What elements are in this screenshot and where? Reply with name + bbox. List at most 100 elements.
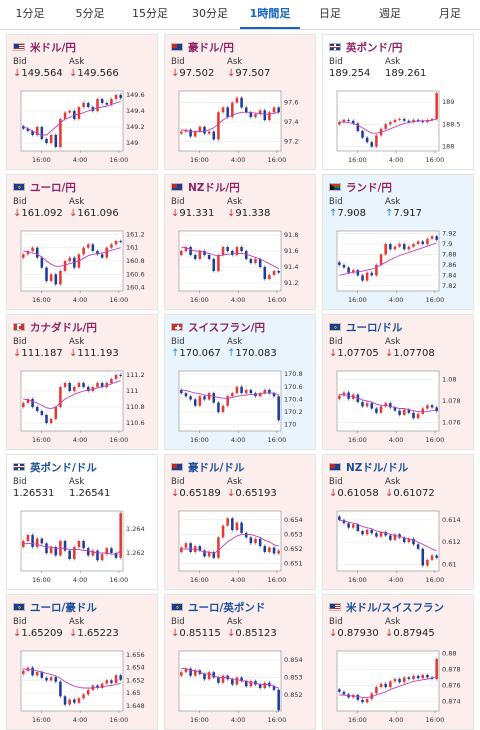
- y-tick-label: 160.8: [126, 257, 145, 265]
- chart-container[interactable]: 97.6 97.4 97.2 16:00 4:00 16:00: [171, 87, 311, 165]
- arrow-down-icon: ↓: [13, 348, 22, 359]
- chart-container[interactable]: 0.614 0.612 0.61 16:00 4:00 16:00: [329, 507, 469, 585]
- candle-body: [40, 672, 44, 678]
- arrow-up-icon: ↑: [171, 348, 180, 359]
- pair-title[interactable]: 豪ドル/円: [188, 41, 234, 54]
- bid-ask-values: ↓161.092 ↓161.096: [13, 208, 151, 221]
- pair-title[interactable]: 米ドル/スイスフラン: [346, 601, 445, 614]
- chart-container[interactable]: 0.654 0.653 0.652 0.651 16:00 4:00 16:00: [171, 507, 311, 585]
- x-tick-label: 16:00: [32, 436, 51, 444]
- chart-container[interactable]: 161.2 161 160.8 160.6 160.4 16:00 4:00 16:00: [13, 227, 153, 305]
- bid-ask-values: 1.26531 1.26541: [13, 488, 151, 501]
- candle-body: [263, 682, 267, 689]
- rate-card-eurusd[interactable]: ユーロ/ドル Bid Ask ↓1.07705 ↓1.07708 1.08 1.078 1.0…: [322, 314, 474, 450]
- y-tick-label: 110.8: [126, 403, 145, 411]
- rate-card-nzdjpy[interactable]: NZドル/円 Bid Ask ↓91.331 ↓91.338 91.8 91.6 91.4 91…: [164, 174, 316, 310]
- candle-body: [96, 383, 99, 387]
- tab-6[interactable]: 週足: [379, 7, 401, 20]
- bid-label: Bid: [171, 57, 185, 67]
- arrow-down-icon: ↓: [69, 68, 78, 79]
- au-flag-icon: [171, 43, 183, 51]
- za-flag-icon: [329, 183, 341, 191]
- candle-body: [263, 110, 267, 121]
- chart-container[interactable]: 1.08 1.078 1.076 16:00 4:00 16:00: [329, 367, 469, 445]
- y-tick-label: 149.4: [126, 107, 145, 115]
- moving-average-line: [339, 242, 437, 276]
- y-tick-label: 1.654: [126, 664, 145, 672]
- rate-card-gbpjpy[interactable]: 英ポンド/円 Bid Ask 189.254 189.261 189 188.5 188 16:…: [322, 34, 474, 170]
- pair-title[interactable]: NZドル/円: [188, 181, 240, 194]
- candle-body: [217, 537, 220, 558]
- candle-body: [100, 99, 104, 103]
- rate-card-audusd[interactable]: 豪ドル/ドル Bid Ask ↓0.65189 ↓0.65193 0.654 0.653 0.…: [164, 454, 316, 590]
- candle-body: [240, 386, 243, 394]
- pair-title[interactable]: ユーロ/豪ドル: [30, 601, 97, 614]
- moving-average-line: [339, 118, 437, 134]
- pair-title[interactable]: NZドル/ドル: [346, 461, 409, 474]
- rate-card-euraud[interactable]: ユーロ/豪ドル Bid Ask ↓1.65209 ↓1.65223 1.656 1.654 1…: [6, 594, 158, 730]
- chart-container[interactable]: 111.2 111 110.8 110.6 16:00 4:00 16:00: [13, 367, 153, 445]
- x-tick-label: 4:00: [231, 296, 246, 304]
- tab-4[interactable]: 1時間足: [240, 0, 300, 29]
- pair-title[interactable]: ユーロ/英ポンド: [188, 601, 266, 614]
- candle-body: [402, 244, 406, 250]
- candle-body: [351, 120, 355, 124]
- tab-7[interactable]: 月足: [439, 7, 461, 20]
- bid-value-group: 1.26531: [13, 488, 69, 501]
- chart-container[interactable]: 1.656 1.654 1.652 1.65 1.648 16:00 4:00 16:00: [13, 647, 153, 725]
- rate-card-cadjpy[interactable]: カナダドル/円 Bid Ask ↓111.187 ↓111.193 111.2 111 110…: [6, 314, 158, 450]
- candle-body: [221, 405, 225, 413]
- chart-plot-area: [178, 650, 282, 712]
- rate-card-audjpy[interactable]: 豪ドル/円 Bid Ask ↓97.502 ↓97.507 97.6 97.4 97.2 16:…: [164, 34, 316, 170]
- candle-body: [54, 677, 58, 682]
- candle-body: [235, 677, 239, 685]
- chart-container[interactable]: 189 188.5 188 16:00 4:00 16:00: [329, 87, 469, 165]
- tab-0[interactable]: 1分足: [15, 7, 45, 20]
- candle-body: [68, 111, 71, 113]
- pair-title[interactable]: 英ポンド/円: [346, 41, 403, 54]
- rate-card-usdchf[interactable]: 米ドル/スイスフラン Bid Ask ↓0.87930 ↓0.87945 0.88 0.87…: [322, 594, 474, 730]
- x-tick-label: 4:00: [73, 156, 88, 164]
- chart-container[interactable]: 91.8 91.6 91.4 91.2 16:00 4:00 16:00: [171, 227, 311, 305]
- candle-body: [114, 675, 118, 683]
- rate-card-eurgbp[interactable]: ユーロ/英ポンド Bid Ask ↓0.85115 ↓0.85123 0.854 0.853…: [164, 594, 316, 730]
- rate-card-zarjpy[interactable]: ランド/円 Bid Ask ↑7.908 ↑7.917 7.92 7.9 7.88 7.86 7.…: [322, 174, 474, 310]
- tab-1[interactable]: 5分足: [75, 7, 105, 20]
- tab-2[interactable]: 15分足: [132, 7, 168, 20]
- chart-container[interactable]: 170.8 170.6 170.4 170.2 170 16:00 4:00 16:00: [171, 367, 311, 445]
- pair-title[interactable]: ユーロ/円: [30, 181, 76, 194]
- candle-body: [240, 677, 243, 681]
- rate-card-usdjpy[interactable]: 米ドル/円 Bid Ask ↓149.564 ↓149.566 149.6 149.4 149…: [6, 34, 158, 170]
- y-tick-label: 110.6: [126, 419, 145, 427]
- x-tick-label: 4:00: [389, 296, 404, 304]
- uk-flag-icon: [329, 43, 341, 51]
- pair-title[interactable]: ユーロ/ドル: [346, 321, 403, 334]
- rate-card-nzdusd[interactable]: NZドル/ドル Bid Ask ↓0.61058 ↓0.61072 0.614 0.612 0…: [322, 454, 474, 590]
- ask-value-group: ↓97.507: [227, 68, 283, 81]
- bid-ask-values: ↓0.65189 ↓0.65193: [171, 488, 309, 501]
- pair-title[interactable]: 米ドル/円: [30, 41, 76, 54]
- candle-body: [412, 412, 415, 419]
- candle-body: [393, 407, 397, 411]
- chart-container[interactable]: 1.264 1.262 16:00 4:00 16:00: [13, 507, 153, 585]
- pair-title[interactable]: カナダドル/円: [30, 321, 97, 334]
- pair-title[interactable]: 豪ドル/ドル: [188, 461, 245, 474]
- candle-body: [356, 123, 360, 131]
- candle-body: [77, 383, 81, 387]
- rate-card-eurjpy[interactable]: ユーロ/円 Bid Ask ↓161.092 ↓161.096 161.2 161 160.8…: [6, 174, 158, 310]
- candle-body: [416, 119, 420, 121]
- chart-container[interactable]: 0.854 0.853 0.852 16:00 4:00 16:00: [171, 647, 311, 725]
- pair-title[interactable]: ランド/円: [346, 181, 392, 194]
- pair-title[interactable]: 英ポンド/ドル: [30, 461, 97, 474]
- chart-container[interactable]: 7.92 7.9 7.88 7.86 7.84 7.82 16:00 4:00 16:00: [329, 227, 469, 305]
- ask-value-group: ↓1.07708: [385, 348, 441, 361]
- chart-container[interactable]: 149.6 149.4 149.2 149 16:00 4:00 16:00: [13, 87, 153, 165]
- candle-body: [91, 550, 95, 556]
- rate-card-chfjpy[interactable]: スイスフラン/円 Bid Ask ↑170.067 ↑170.083 170.8 170.6…: [164, 314, 316, 450]
- tab-3[interactable]: 30分足: [192, 7, 228, 20]
- pair-title[interactable]: スイスフラン/円: [188, 321, 266, 334]
- tab-5[interactable]: 日足: [319, 7, 341, 20]
- rate-card-gbpusd[interactable]: 英ポンド/ドル Bid Ask 1.26531 1.26541 1.264 1.262 16:…: [6, 454, 158, 590]
- chart-container[interactable]: 0.88 0.878 0.876 0.874 16:00 4:00 16:00: [329, 647, 469, 725]
- candle-body: [49, 419, 53, 423]
